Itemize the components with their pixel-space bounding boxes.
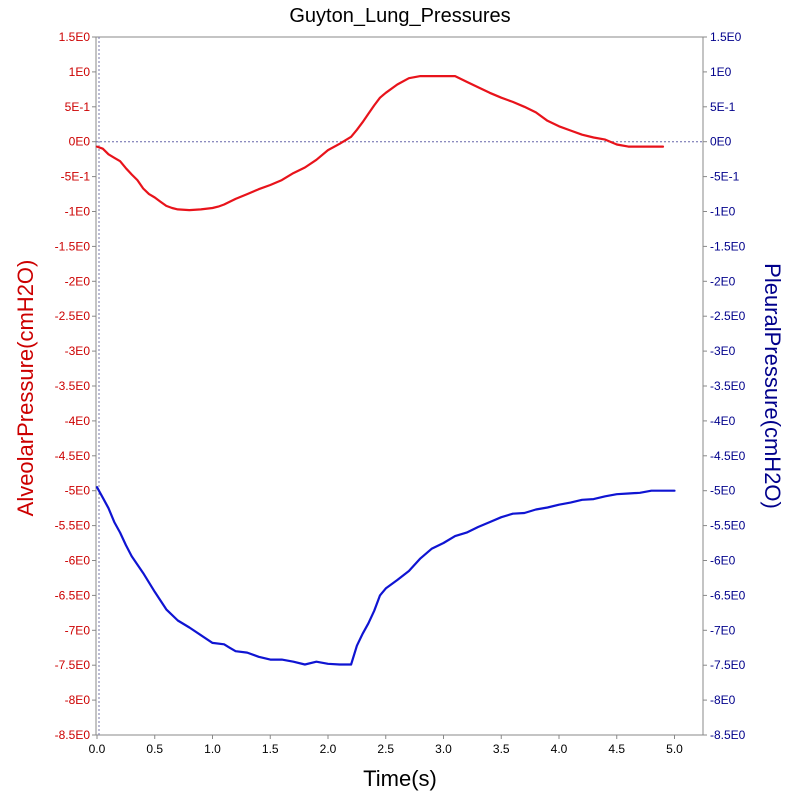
right-y-axis-label: PleuralPressure(cmH2O) <box>760 263 785 509</box>
left-y-tick-label: 5E-1 <box>65 100 91 114</box>
x-tick-label: 4.5 <box>608 742 625 756</box>
right-y-tick-label: 1.5E0 <box>710 30 742 44</box>
left-y-tick-label: -5E-1 <box>61 170 91 184</box>
right-y-tick-label: 5E-1 <box>710 100 736 114</box>
left-y-tick-label: 1.5E0 <box>59 30 91 44</box>
x-tick-label: 1.0 <box>204 742 221 756</box>
left-y-tick-label: -8E0 <box>65 693 91 707</box>
chart-title: Guyton_Lung_Pressures <box>289 5 510 27</box>
left-y-tick-label: -1E0 <box>65 205 91 219</box>
right-y-tick-label: -5E-1 <box>710 170 740 184</box>
left-y-tick-label: -2.5E0 <box>55 309 91 323</box>
right-y-tick-label: -3.5E0 <box>710 379 746 393</box>
left-y-tick-label: -2E0 <box>65 274 91 288</box>
left-y-tick-label: -6.5E0 <box>55 588 91 602</box>
right-y-tick-label: -6E0 <box>710 554 736 568</box>
series-layer <box>95 74 676 666</box>
right-y-tick-label: -1.5E0 <box>710 239 746 253</box>
left-y-tick-label: -6E0 <box>65 554 91 568</box>
left-y-axis-label: AlveolarPressure(cmH2O) <box>13 260 38 517</box>
right-y-tick-label: -6.5E0 <box>710 588 746 602</box>
left-y-tick-label: -4E0 <box>65 414 91 428</box>
right-y-tick-label: -5.5E0 <box>710 519 746 533</box>
x-tick-label: 2.5 <box>377 742 394 756</box>
left-y-tick-label: -5.5E0 <box>55 519 91 533</box>
left-y-tick-label: -8.5E0 <box>55 728 91 742</box>
right-y-tick-label: -7.5E0 <box>710 658 746 672</box>
left-y-tick-label: -1.5E0 <box>55 239 91 253</box>
x-tick-label: 5.0 <box>666 742 683 756</box>
right-y-axis: 1.5E0 1E0 5E-1 0E0 -5E-1 -1E0 -1.5E0 -2E0 -2.5E0… <box>703 30 746 742</box>
right-y-tick-label: -4E0 <box>710 414 736 428</box>
left-y-tick-label: -4.5E0 <box>55 449 91 463</box>
left-y-axis: 1.5E0 1E0 5E-1 0E0 -5E-1 -1E0 -1.5E0 -2E0 -2.5E0… <box>55 30 100 742</box>
right-y-tick-label: 0E0 <box>710 135 732 149</box>
left-y-tick-label: -7.5E0 <box>55 658 91 672</box>
x-tick-label: 0.5 <box>146 742 163 756</box>
left-y-tick-label: 1E0 <box>69 65 91 79</box>
right-y-tick-label: -7E0 <box>710 623 736 637</box>
left-y-tick-label: 0E0 <box>69 135 91 149</box>
right-y-tick-label: -1E0 <box>710 205 736 219</box>
x-tick-label: 3.0 <box>435 742 452 756</box>
x-tick-label: 3.5 <box>493 742 510 756</box>
left-y-tick-label: -5E0 <box>65 484 91 498</box>
x-tick-label: 2.0 <box>320 742 337 756</box>
right-y-tick-label: 1E0 <box>710 65 732 79</box>
left-y-tick-label: -7E0 <box>65 623 91 637</box>
left-y-tick-label: -3.5E0 <box>55 379 91 393</box>
alveolar-pressure-line <box>95 74 665 212</box>
x-tick-label: 1.5 <box>262 742 279 756</box>
x-tick-label: 4.0 <box>551 742 568 756</box>
x-axis: 0.0 0.5 1.0 1.5 2.0 2.5 3.0 3.5 4.0 4.5 5.0 <box>89 735 683 756</box>
x-tick-label: 0.0 <box>89 742 106 756</box>
left-y-tick-label: -3E0 <box>65 344 91 358</box>
right-y-tick-label: -8E0 <box>710 693 736 707</box>
right-y-tick-label: -5E0 <box>710 484 736 498</box>
right-y-tick-label: -2E0 <box>710 274 736 288</box>
right-y-tick-label: -3E0 <box>710 344 736 358</box>
right-y-tick-label: -2.5E0 <box>710 309 746 323</box>
x-axis-label: Time(s) <box>363 766 437 791</box>
right-y-tick-label: -4.5E0 <box>710 449 746 463</box>
right-y-tick-label: -8.5E0 <box>710 728 746 742</box>
pleural-pressure-line <box>95 486 676 666</box>
